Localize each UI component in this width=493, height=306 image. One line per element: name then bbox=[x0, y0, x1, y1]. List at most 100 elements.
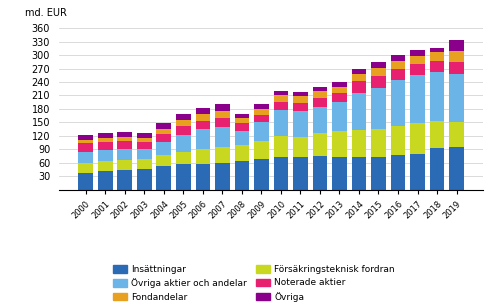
Legend: Insättningar, Övriga aktier och andelar, Fondandelar, Försäkringsteknisk fordran: Insättningar, Övriga aktier och andelar,… bbox=[113, 265, 395, 302]
Bar bbox=[313, 156, 327, 190]
Bar bbox=[352, 69, 366, 74]
Bar bbox=[156, 123, 171, 129]
Bar bbox=[235, 131, 249, 145]
Bar bbox=[78, 163, 93, 173]
Bar bbox=[117, 160, 132, 170]
Bar bbox=[293, 137, 308, 157]
Bar bbox=[117, 132, 132, 137]
Bar bbox=[352, 129, 366, 157]
Bar bbox=[235, 114, 249, 118]
Bar bbox=[332, 157, 347, 190]
Bar bbox=[430, 72, 444, 121]
Bar bbox=[410, 56, 425, 64]
Bar bbox=[352, 157, 366, 190]
Bar bbox=[332, 131, 347, 157]
Bar bbox=[98, 161, 112, 171]
Bar bbox=[137, 149, 152, 159]
Bar bbox=[371, 157, 386, 190]
Bar bbox=[352, 81, 366, 93]
Bar bbox=[98, 133, 112, 138]
Bar bbox=[137, 133, 152, 138]
Bar bbox=[410, 75, 425, 123]
Bar bbox=[390, 80, 405, 125]
Bar bbox=[352, 93, 366, 129]
Bar bbox=[137, 142, 152, 149]
Bar bbox=[390, 55, 405, 61]
Bar bbox=[254, 109, 269, 115]
Bar bbox=[235, 118, 249, 123]
Bar bbox=[254, 159, 269, 190]
Bar bbox=[98, 142, 112, 150]
Bar bbox=[78, 144, 93, 151]
Bar bbox=[293, 157, 308, 190]
Bar bbox=[449, 122, 464, 147]
Bar bbox=[371, 88, 386, 129]
Bar bbox=[274, 91, 288, 95]
Bar bbox=[98, 138, 112, 142]
Bar bbox=[430, 121, 444, 148]
Bar bbox=[449, 147, 464, 190]
Bar bbox=[215, 147, 230, 163]
Bar bbox=[176, 126, 191, 136]
Bar bbox=[196, 164, 210, 190]
Bar bbox=[176, 120, 191, 126]
Bar bbox=[176, 114, 191, 120]
Bar bbox=[410, 154, 425, 190]
Bar bbox=[410, 50, 425, 56]
Bar bbox=[117, 141, 132, 149]
Bar bbox=[215, 163, 230, 190]
Bar bbox=[254, 121, 269, 141]
Bar bbox=[390, 125, 405, 155]
Bar bbox=[274, 110, 288, 136]
Bar bbox=[313, 91, 327, 98]
Bar bbox=[313, 133, 327, 156]
Bar bbox=[156, 134, 171, 142]
Bar bbox=[293, 111, 308, 137]
Bar bbox=[78, 135, 93, 140]
Bar bbox=[371, 76, 386, 88]
Bar bbox=[196, 109, 210, 114]
Bar bbox=[371, 62, 386, 68]
Bar bbox=[293, 92, 308, 96]
Bar bbox=[196, 149, 210, 164]
Bar bbox=[137, 138, 152, 142]
Bar bbox=[430, 148, 444, 190]
Bar bbox=[332, 87, 347, 93]
Bar bbox=[235, 123, 249, 131]
Bar bbox=[196, 129, 210, 149]
Bar bbox=[117, 149, 132, 160]
Bar bbox=[78, 173, 93, 190]
Bar bbox=[293, 96, 308, 103]
Bar bbox=[371, 68, 386, 76]
Bar bbox=[156, 142, 171, 155]
Bar bbox=[390, 61, 405, 69]
Bar bbox=[176, 136, 191, 151]
Bar bbox=[176, 164, 191, 190]
Bar bbox=[274, 157, 288, 190]
Bar bbox=[137, 169, 152, 190]
Bar bbox=[254, 104, 269, 109]
Bar bbox=[274, 102, 288, 110]
Bar bbox=[430, 62, 444, 72]
Bar bbox=[332, 82, 347, 87]
Bar bbox=[371, 129, 386, 157]
Bar bbox=[137, 159, 152, 169]
Bar bbox=[274, 95, 288, 102]
Bar bbox=[215, 111, 230, 118]
Bar bbox=[156, 166, 171, 190]
Bar bbox=[215, 118, 230, 127]
Bar bbox=[254, 141, 269, 159]
Bar bbox=[98, 150, 112, 161]
Bar bbox=[156, 129, 171, 134]
Bar bbox=[449, 51, 464, 62]
Bar bbox=[215, 127, 230, 147]
Bar bbox=[332, 93, 347, 102]
Bar bbox=[313, 107, 327, 133]
Bar bbox=[390, 69, 405, 80]
Bar bbox=[98, 171, 112, 190]
Bar bbox=[410, 64, 425, 75]
Bar bbox=[390, 155, 405, 190]
Bar bbox=[235, 161, 249, 190]
Bar bbox=[449, 74, 464, 122]
Bar bbox=[410, 123, 425, 154]
